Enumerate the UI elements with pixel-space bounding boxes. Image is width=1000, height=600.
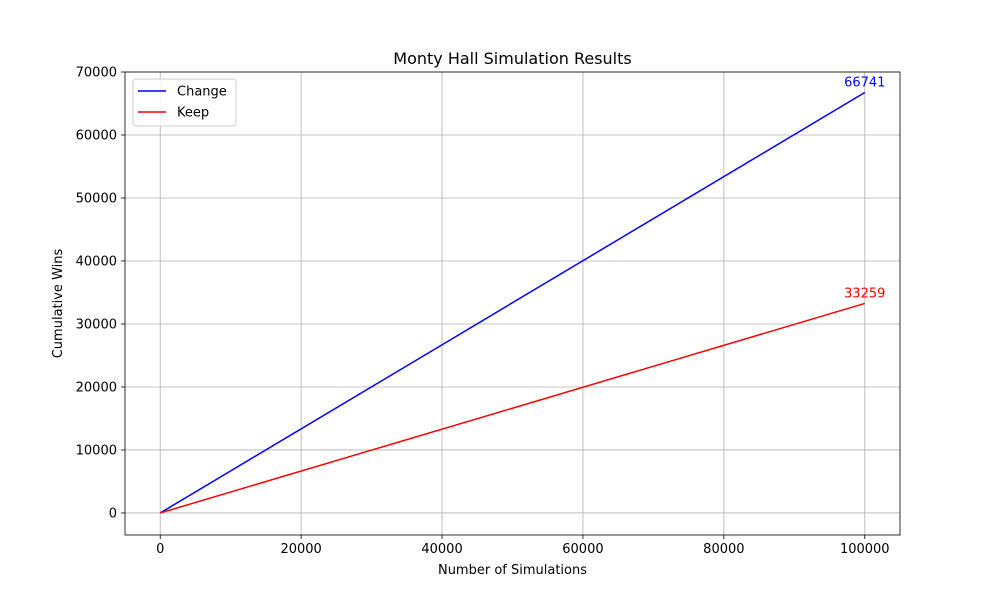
x-tick-label: 80000 (703, 542, 744, 557)
y-axis-label: Cumulative Wins (51, 249, 66, 359)
y-tick-label: 40000 (76, 254, 117, 269)
series-line-change (159, 91, 866, 514)
x-tick-label: 60000 (562, 542, 603, 557)
x-tick-label: 0 (156, 542, 164, 557)
legend-label-change: Change (177, 85, 227, 100)
y-tick-label: 20000 (76, 380, 117, 395)
end-label-keep: 33259 (844, 286, 885, 301)
tick-layer: 0 20000 40000 60000 80000 100000 0 10000 20000 30… (76, 66, 890, 558)
series-line-keep (160, 302, 865, 514)
end-label-layer: 66741 33259 (844, 76, 885, 302)
legend-label-keep: Keep (177, 106, 209, 121)
y-tick-label: 70000 (76, 66, 117, 81)
end-label-change: 66741 (844, 76, 885, 91)
y-tick-label: 10000 (76, 443, 117, 458)
y-tick-label: 60000 (76, 128, 117, 143)
x-tick-label: 40000 (421, 542, 462, 557)
legend: Change Keep (132, 78, 237, 127)
axes-layer (124, 71, 901, 536)
series-layer (159, 91, 866, 514)
x-tick-label: 20000 (280, 542, 321, 557)
y-tick-label: 0 (109, 506, 117, 521)
x-axis-label: Number of Simulations (438, 563, 587, 578)
y-tick-label: 30000 (76, 317, 117, 332)
plot-frame (124, 71, 901, 536)
chart-title: Monty Hall Simulation Results (393, 49, 631, 68)
x-tick-label: 100000 (840, 542, 890, 557)
y-tick-label: 50000 (76, 191, 117, 206)
